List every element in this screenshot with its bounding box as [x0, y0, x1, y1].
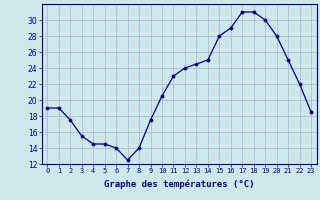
X-axis label: Graphe des températures (°C): Graphe des températures (°C) — [104, 180, 254, 189]
